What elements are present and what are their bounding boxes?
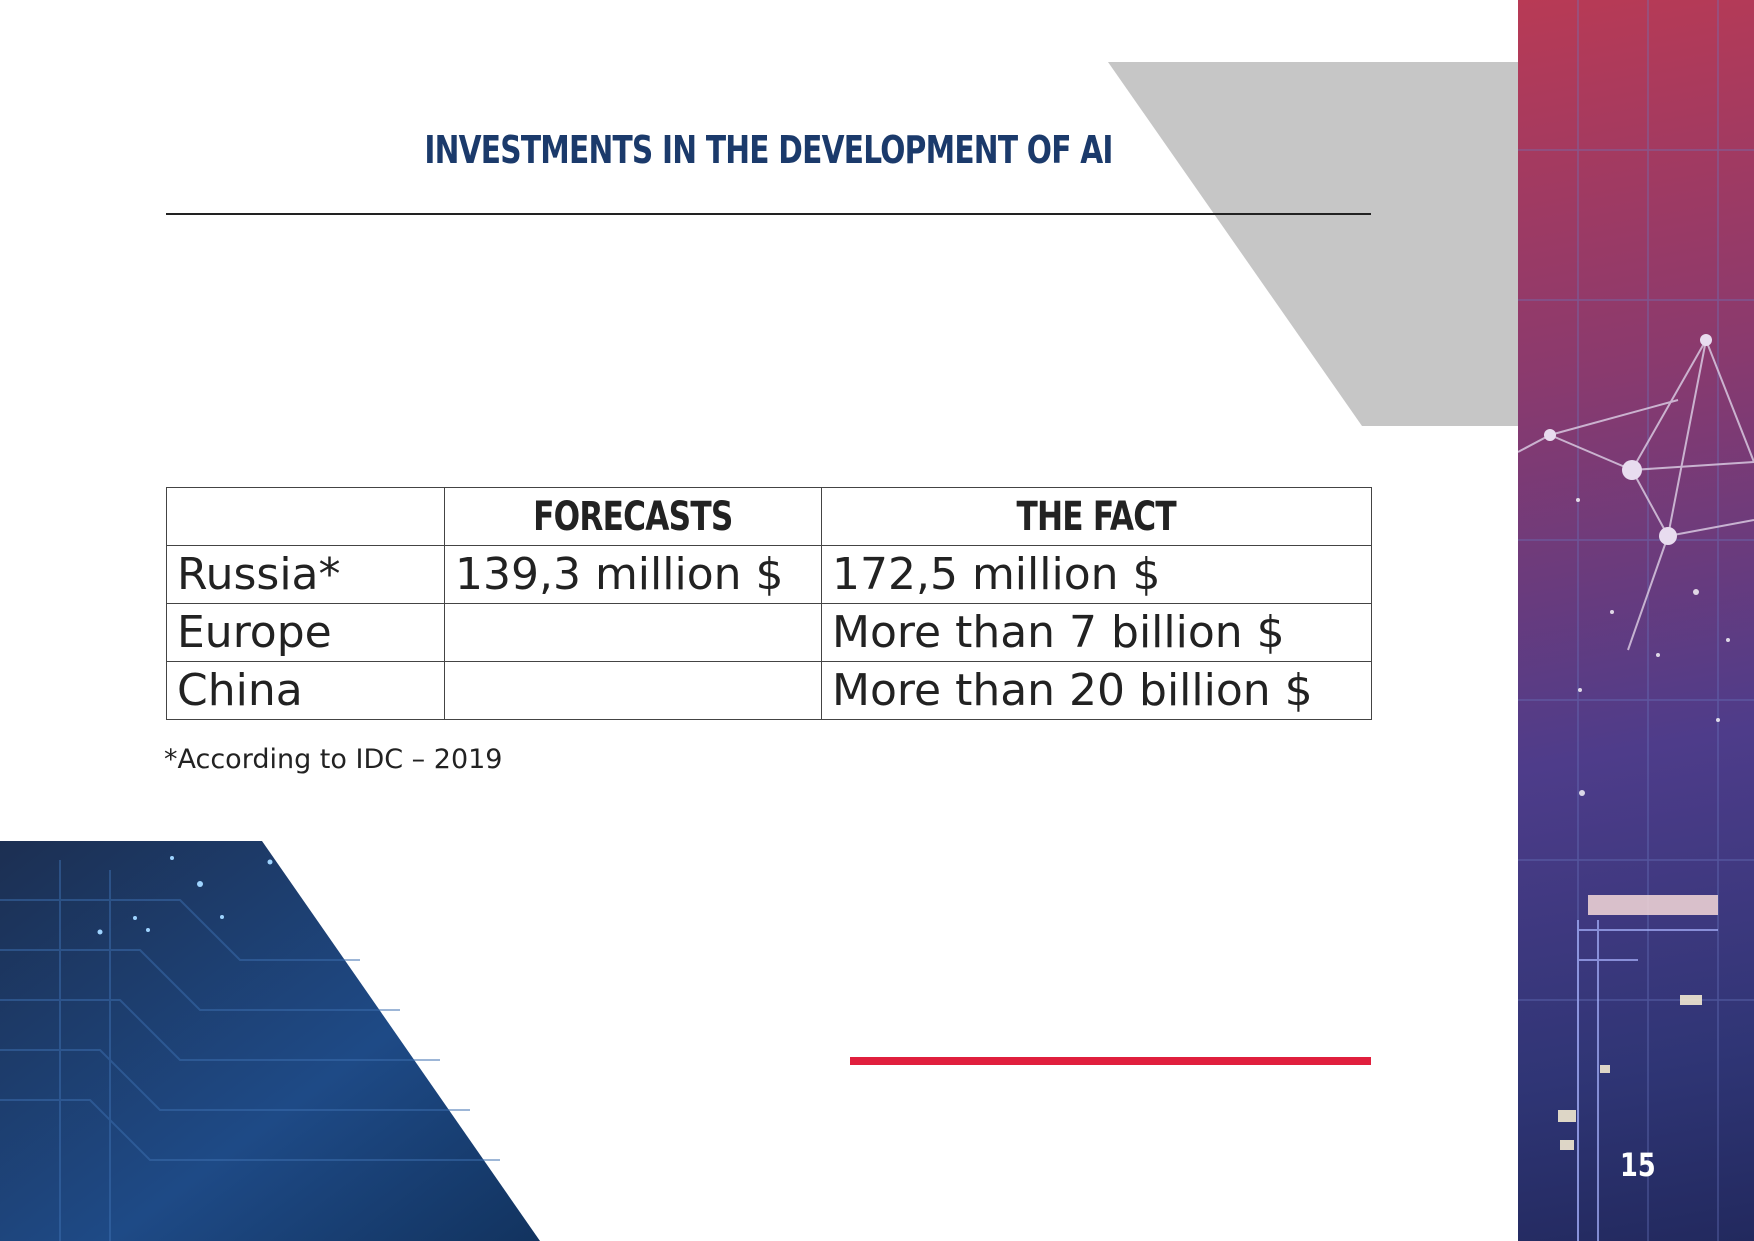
forecast-cell: 139,3 million $ bbox=[444, 545, 822, 604]
title-divider bbox=[166, 213, 1371, 215]
table-header-cell: FORECASTS bbox=[444, 487, 822, 546]
red-accent-line bbox=[850, 1057, 1371, 1065]
table-row: Europe More than 7 billion $ bbox=[166, 603, 1372, 662]
region-cell: China bbox=[166, 661, 445, 720]
region-cell: Russia* bbox=[166, 545, 445, 604]
forecast-cell bbox=[444, 661, 822, 720]
table-row: Russia* 139,3 million $ 172,5 million $ bbox=[166, 545, 1372, 604]
fact-cell: More than 20 billion $ bbox=[821, 661, 1372, 720]
investment-table: FORECASTS THE FACT Russia* 139,3 million… bbox=[166, 487, 1372, 720]
network-background-image bbox=[1518, 0, 1754, 1241]
table-row: China More than 20 billion $ bbox=[166, 661, 1372, 720]
page-number: 15 bbox=[1620, 1146, 1656, 1184]
page-title: INVESTMENTS IN THE DEVELOPMENT OF AI bbox=[424, 128, 1113, 172]
table-header-cell bbox=[166, 487, 445, 546]
forecast-cell bbox=[444, 603, 822, 662]
source-footnote: *According to IDC – 2019 bbox=[164, 744, 503, 775]
fact-cell: 172,5 million $ bbox=[821, 545, 1372, 604]
region-cell: Europe bbox=[166, 603, 445, 662]
fact-cell: More than 7 billion $ bbox=[821, 603, 1372, 662]
table-header-cell: THE FACT bbox=[821, 487, 1372, 546]
table-header-row: FORECASTS THE FACT bbox=[166, 487, 1372, 546]
